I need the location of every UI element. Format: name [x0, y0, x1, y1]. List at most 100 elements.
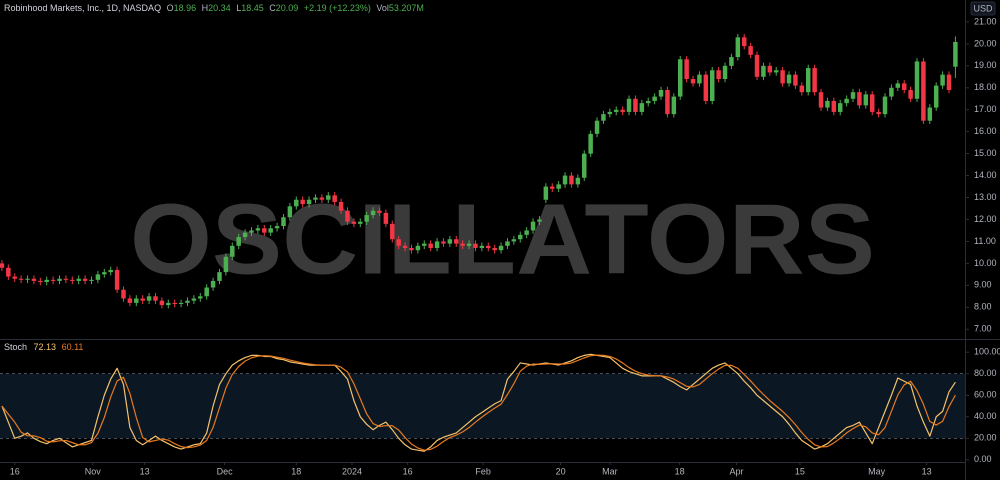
candle-body: [409, 248, 414, 251]
y-tick-label: 11.00: [974, 236, 996, 246]
candle-body: [889, 87, 894, 97]
candle-body: [818, 92, 824, 108]
candle-body: [722, 65, 728, 80]
candle-body: [921, 61, 926, 121]
y-tick-label: 21.00: [974, 16, 997, 26]
candle-body: [364, 215, 369, 222]
x-tick-label: Mar: [602, 466, 618, 476]
x-tick-label: May: [868, 466, 886, 476]
candle-body: [697, 74, 702, 84]
candle-body: [172, 302, 177, 304]
legend: Robinhood Markets, Inc., 1D, NASDAQ O18.…: [4, 3, 424, 13]
candle-body: [466, 243, 472, 246]
candle-body: [754, 54, 760, 77]
candle-body: [6, 267, 11, 277]
candle-body: [863, 94, 869, 106]
candle-body: [255, 228, 261, 231]
low-value: 18.45: [241, 3, 264, 13]
candle-body: [326, 195, 331, 200]
candle-body: [44, 279, 49, 283]
x-tick-label: 2024: [342, 466, 362, 476]
candle-body: [159, 300, 165, 306]
y-tick-label: 7.00: [974, 324, 992, 334]
candle-body: [773, 70, 779, 73]
candle-body: [70, 279, 75, 281]
candle-body: [876, 111, 881, 115]
candle-body: [556, 184, 561, 189]
candle-body: [396, 239, 401, 246]
candle-body: [390, 223, 395, 240]
candle-body: [294, 199, 299, 207]
y-tick-label: 14.00: [974, 170, 997, 180]
volume-value: 53.207M: [389, 3, 424, 13]
candle-body: [428, 243, 433, 249]
candle-body: [569, 175, 574, 185]
candle-body: [0, 263, 5, 268]
candle-body: [524, 230, 529, 235]
candle-body: [677, 59, 683, 97]
candle-body: [89, 279, 94, 281]
candle-body: [95, 274, 101, 280]
candle-body: [953, 41, 958, 67]
symbol-name: Robinhood Markets, Inc., 1D, NASDAQ: [4, 3, 161, 13]
y-tick-label: 0.00: [974, 454, 992, 464]
candle-body: [633, 98, 638, 112]
candle-body: [204, 287, 209, 297]
candle-body: [434, 241, 440, 249]
y-tick-label: 10.00: [974, 258, 997, 268]
candle-body: [300, 199, 305, 205]
candle-body: [626, 98, 632, 112]
candle-body: [658, 89, 664, 97]
candle-body: [492, 248, 497, 251]
y-tick-label: 20.00: [974, 38, 997, 48]
y-tick-label: 16.00: [974, 126, 997, 136]
candle-body: [319, 197, 325, 200]
candle-body: [582, 153, 587, 178]
candle-body: [185, 300, 190, 303]
candle-body: [882, 96, 888, 115]
candle-body: [588, 133, 593, 154]
candle-body: [741, 37, 747, 47]
candle-body: [748, 46, 753, 55]
candle-body: [550, 186, 555, 189]
candle-body: [223, 256, 229, 273]
candle-body: [422, 243, 427, 246]
candle-body: [370, 210, 376, 216]
x-tick-label: 16: [403, 466, 413, 476]
currency-box[interactable]: [970, 1, 996, 16]
candle-body: [729, 57, 734, 66]
y-tick-label: 60.00: [974, 390, 997, 400]
candle-body: [869, 94, 875, 112]
indicator-line: [1, 354, 956, 451]
candle-body: [31, 278, 37, 281]
candle-body: [50, 279, 56, 281]
candle-body: [198, 296, 203, 299]
x-tick-label: Apr: [730, 466, 744, 476]
low-label: L: [236, 3, 241, 13]
candle-body: [761, 65, 766, 77]
candle-body: [614, 109, 619, 112]
candle-body: [511, 239, 517, 242]
candle-body: [210, 280, 216, 288]
candle-body: [146, 296, 152, 301]
candle-body: [933, 85, 939, 108]
change-value: +2.19 (+12.23%): [304, 3, 371, 13]
candle-body: [486, 245, 491, 249]
candle-body: [850, 92, 856, 99]
candle-body: [940, 74, 945, 86]
x-tick-label: 18: [291, 466, 301, 476]
candle-body: [825, 100, 830, 108]
candle-body: [102, 272, 107, 275]
candle-body: [799, 85, 805, 93]
currency-label[interactable]: USD: [973, 3, 993, 13]
candle-body: [537, 219, 542, 222]
candle-body: [178, 302, 184, 304]
candle-body: [518, 234, 523, 240]
y-tick-label: 19.00: [974, 60, 997, 70]
y-tick-label: 80.00: [974, 368, 997, 378]
candle-body: [914, 61, 920, 99]
candle-body: [166, 302, 171, 306]
candle-body: [63, 278, 69, 280]
candle-body: [780, 70, 785, 84]
candle-body: [377, 210, 382, 213]
